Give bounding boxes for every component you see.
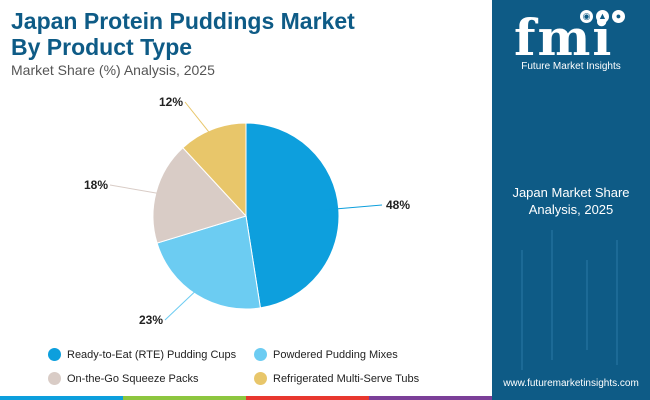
logo-icons: ◉ ▲ ●: [580, 10, 625, 23]
legend-label: Ready-to-Eat (RTE) Pudding Cups: [67, 348, 237, 361]
slice-label-2: 23%: [139, 313, 163, 327]
legend-item-1: Ready-to-Eat (RTE) Pudding Cups: [48, 348, 236, 361]
chart-subtitle: Market Share (%) Analysis, 2025: [11, 62, 215, 78]
legend-label: On-the-Go Squeeze Packs: [67, 372, 199, 385]
slice-label-1: 48%: [386, 198, 410, 212]
panel-caption: Japan Market Share Analysis, 2025: [492, 184, 650, 218]
legend-item-2: Powdered Pudding Mixes: [254, 348, 398, 361]
website-url: www.futuremarketinsights.com: [503, 378, 639, 389]
caption-line-1: Japan Market Share: [512, 185, 630, 200]
leader-line-3: [109, 184, 170, 196]
pie-slice-1: [245, 122, 340, 309]
slice-label-3: 18%: [84, 178, 108, 192]
legend-label: Powdered Pudding Mixes: [273, 348, 398, 361]
logo-mark: fmi: [514, 8, 614, 67]
slice-label-4: 12%: [159, 95, 183, 109]
pie-slice-4: [182, 122, 247, 218]
bottom-bar-segment: [369, 396, 492, 400]
bottom-bar-segment: [246, 396, 369, 400]
legend-swatch: [48, 372, 61, 385]
leader-line-2: [164, 282, 205, 321]
bottom-bar-segment: [123, 396, 246, 400]
person-icon: ●: [612, 10, 625, 23]
chart-title: Japan Protein Puddings Market By Product…: [11, 8, 481, 60]
panel-texture: [521, 230, 618, 370]
pie-slice-2: [156, 215, 261, 310]
pie-slice-3: [152, 147, 247, 244]
legend-item-3: On-the-Go Squeeze Packs: [48, 372, 198, 385]
caption-line-2: Analysis, 2025: [528, 202, 614, 217]
leader-line-4: [184, 101, 218, 143]
legend-label: Refrigerated Multi-Serve Tubs: [273, 372, 420, 385]
legend-swatch: [48, 348, 61, 361]
title-line-2: By Product Type: [11, 34, 193, 60]
bottom-bar-segment: [0, 396, 123, 400]
brand-name: Future Market Insights: [521, 61, 621, 72]
chart-icon: ▲: [596, 10, 609, 23]
legend-swatch: [254, 372, 267, 385]
globe-icon: ◉: [580, 10, 593, 23]
legend-swatch: [254, 348, 267, 361]
pie-chart: 48% 23% 18% 12%: [84, 95, 410, 327]
legend-item-4: Refrigerated Multi-Serve Tubs: [254, 372, 419, 385]
brand-side-panel: fmi ◉ ▲ ● Future Market Insights Japan M…: [492, 0, 650, 400]
leader-line-1: [324, 204, 383, 211]
title-line-1: Japan Protein Puddings Market: [11, 8, 355, 34]
